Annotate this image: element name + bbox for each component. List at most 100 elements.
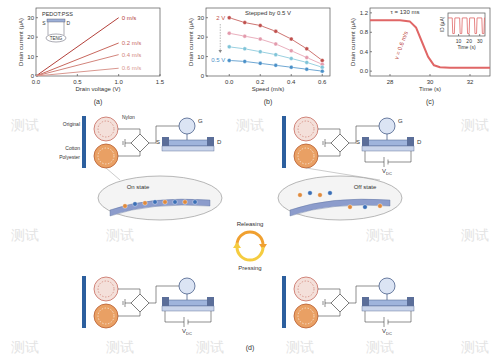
series-line [229,18,322,61]
series-marker [243,21,247,25]
channel [166,140,210,146]
series-marker [227,16,231,20]
supply-label: VDC [182,328,192,336]
watermark: 测试 [106,227,134,243]
substrate [362,306,414,311]
series-line [36,18,119,76]
series-label: 0.6 m/s [122,65,142,71]
charge [133,202,138,207]
drain [407,137,414,146]
rectifier-bridge [131,294,149,312]
series-marker [258,37,262,41]
series-label: 0.2 m/s [122,40,142,46]
series-marker [243,34,247,38]
chart-panel: 0.00.51.01.50102030Drain voltage (V)Drai… [18,8,165,106]
gate-stem [187,134,188,140]
series-group [448,18,485,34]
material-label: Polyester [59,154,80,160]
supply-label: VDC [382,328,392,336]
series-marker [320,65,324,69]
series-line [36,55,119,76]
charge [183,200,188,205]
watermark: 测试 [286,339,314,355]
watermarks: 测试测试测试测试测试测试测试测试测试测试测试测试测试 [11,117,489,355]
series-marker [227,31,231,35]
series-marker [305,56,309,60]
charge [298,193,303,198]
channel [366,140,410,146]
strap [82,116,86,168]
chart-panel: 102030Time (s)ID (μA) [439,13,485,50]
transition-label: Releasing [237,221,264,227]
supply-circuit [365,151,411,167]
fabric-sheet [290,199,390,216]
rectifier-bridge [131,134,149,152]
series-line [229,33,322,64]
strap [282,116,286,168]
y-tick-label: 30 [197,15,204,21]
transition-label: Pressing [238,265,261,271]
x-tick-label: 1.0 [114,79,123,85]
panel-label: (d) [246,344,255,352]
x-tick-label: 0.4 [287,79,296,85]
gate [179,118,195,134]
circuit-panel: GSDVDC [282,116,422,176]
y-tick-label: 20 [197,34,204,40]
nylon-roll [94,277,118,301]
terminal-label: D [417,139,422,145]
nylon-roll [294,277,318,301]
watermark: 测试 [366,339,394,355]
charge [363,205,368,210]
supply-subscript: DC [386,171,392,176]
cotton-roll [294,304,318,328]
plot-frame [36,8,160,76]
bubble [278,176,402,220]
arrow-head [233,242,241,248]
x-tick-label: 30 [477,38,483,44]
y-axis-title: Drain current (μA) [188,18,194,66]
drain [207,137,214,146]
arrow-arc [237,232,263,245]
charge [308,191,313,196]
y-tick-label: 10 [27,54,34,60]
roll-texture [98,148,114,164]
watermark: 测试 [366,227,394,243]
plot-frame [448,13,485,36]
supply-label: VDC [382,168,392,176]
nylon-roll [294,117,318,141]
series-label: 0.5 V [211,57,225,63]
terminal-label: S [356,139,360,145]
inset-label: D [67,20,71,26]
terminal-label: D [217,139,222,145]
y-axis-title: Drain current (μA) [350,18,356,66]
substrate [162,306,214,311]
roll-texture [98,281,114,297]
source [362,297,369,306]
x-tick-label: 0.5 [73,79,82,85]
gate [379,118,395,134]
supply-circuit [365,311,411,327]
y-tick-label: 10 [197,54,204,60]
zoom-line [106,168,120,180]
plot-frame [370,8,490,76]
series-marker [305,60,309,64]
drain [407,297,414,306]
watermark: 测试 [461,117,489,133]
state-label: Off state [354,184,377,190]
charge [163,200,168,205]
watermark: 测试 [461,339,489,355]
x-tick-label: 30 [427,79,434,85]
series-marker [289,37,293,41]
series-marker [243,47,247,51]
roll-texture [298,281,314,297]
figure: 测试测试测试测试测试测试测试测试测试测试测试测试测试0.00.51.01.501… [0,0,499,359]
substrate [362,146,414,151]
series-line [448,18,485,34]
x-tick-label: 0.2 [256,79,265,85]
watermark: 测试 [11,227,39,243]
series-marker [289,65,293,69]
circuit-panel: GSDNylonOriginalCottonPolyester [59,114,222,168]
panel-label: (a) [94,98,103,106]
series-marker [274,63,278,67]
cotton-roll [94,304,118,328]
